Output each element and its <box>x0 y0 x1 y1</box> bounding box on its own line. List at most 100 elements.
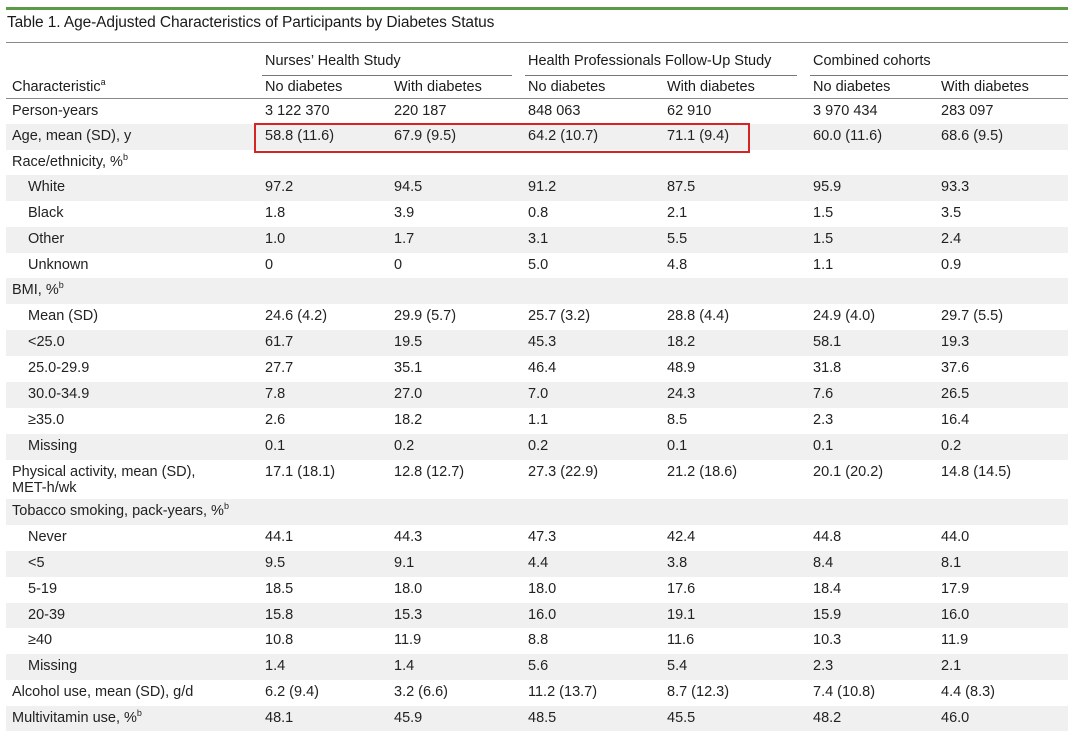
table-row: Black 1.8 3.9 0.8 2.1 1.5 3.5 <box>6 201 1068 227</box>
header-divider <box>6 98 1068 99</box>
row-label: Age, mean (SD), y <box>12 128 132 144</box>
cell-nhs-with-diabetes: 9.1 <box>394 555 415 571</box>
row-label: 5-19 <box>28 581 58 597</box>
row-label: Person-years <box>12 103 99 119</box>
cell-combined-with-diabetes: 283 097 <box>941 103 994 119</box>
cell-nhs-no-diabetes: 6.2 (9.4) <box>265 684 319 700</box>
table-row: <25.0 61.7 19.5 45.3 18.2 58.1 19.3 <box>6 330 1068 356</box>
cell-combined-no-diabetes: 3 970 434 <box>813 103 878 119</box>
highlight-box <box>254 123 750 153</box>
table-row: 30.0-34.9 7.8 27.0 7.0 24.3 7.6 26.5 <box>6 382 1068 408</box>
cell-combined-with-diabetes: 3.5 <box>941 205 962 221</box>
cell-hpfs-with-diabetes: 71.1 (9.4) <box>667 128 730 144</box>
cell-nhs-with-diabetes: 15.3 <box>394 607 423 623</box>
row-label: BMI, %b <box>12 280 64 298</box>
cell-hpfs-no-diabetes: 8.8 <box>528 632 549 648</box>
column-header-nhs-with-diabetes: With diabetes <box>394 79 482 95</box>
cell-combined-with-diabetes: 68.6 (9.5) <box>941 128 1004 144</box>
cell-hpfs-no-diabetes: 848 063 <box>528 103 581 119</box>
cell-nhs-no-diabetes: 61.7 <box>265 334 294 350</box>
cell-hpfs-with-diabetes: 17.6 <box>667 581 696 597</box>
table-row: Physical activity, mean (SD), MET-h/wk 17.… <box>6 460 1068 499</box>
cell-nhs-no-diabetes: 18.5 <box>265 581 294 597</box>
cell-hpfs-with-diabetes: 28.8 (4.4) <box>667 308 730 324</box>
cell-nhs-with-diabetes: 19.5 <box>394 334 423 350</box>
table-row: <5 9.5 9.1 4.4 3.8 8.4 8.1 <box>6 551 1068 577</box>
row-label: 30.0-34.9 <box>28 386 90 402</box>
cell-nhs-with-diabetes: 220 187 <box>394 103 447 119</box>
cell-hpfs-no-diabetes: 27.3 (22.9) <box>528 464 599 480</box>
group-divider-nhs <box>262 75 512 76</box>
cell-nhs-with-diabetes: 3.2 (6.6) <box>394 684 448 700</box>
group-header-combined: Combined cohorts <box>813 53 931 69</box>
group-header-hpfs: Health Professionals Follow-Up Study <box>528 53 772 69</box>
table-row: Race/ethnicity, %b <box>6 150 1068 175</box>
cell-combined-no-diabetes: 24.9 (4.0) <box>813 308 876 324</box>
column-header-hpfs-with-diabetes: With diabetes <box>667 79 755 95</box>
cell-hpfs-no-diabetes: 91.2 <box>528 179 557 195</box>
cell-nhs-no-diabetes: 15.8 <box>265 607 294 623</box>
cell-combined-no-diabetes: 2.3 <box>813 658 834 674</box>
table-row: Unknown 0 0 5.0 4.8 1.1 0.9 <box>6 253 1068 278</box>
cell-hpfs-with-diabetes: 87.5 <box>667 179 696 195</box>
cell-combined-no-diabetes: 8.4 <box>813 555 834 571</box>
cell-hpfs-no-diabetes: 5.0 <box>528 257 549 273</box>
cell-combined-no-diabetes: 15.9 <box>813 607 842 623</box>
cell-combined-with-diabetes: 46.0 <box>941 710 970 726</box>
cell-nhs-with-diabetes: 29.9 (5.7) <box>394 308 457 324</box>
cell-combined-with-diabetes: 19.3 <box>941 334 970 350</box>
column-header-combined-with-diabetes: With diabetes <box>941 79 1029 95</box>
cell-hpfs-no-diabetes: 46.4 <box>528 360 557 376</box>
cell-combined-with-diabetes: 17.9 <box>941 581 970 597</box>
table-row: Missing 0.1 0.2 0.2 0.1 0.1 0.2 <box>6 434 1068 460</box>
cell-hpfs-no-diabetes: 47.3 <box>528 529 557 545</box>
cell-hpfs-with-diabetes: 4.8 <box>667 257 688 273</box>
cell-hpfs-with-diabetes: 3.8 <box>667 555 688 571</box>
cell-hpfs-no-diabetes: 45.3 <box>528 334 557 350</box>
cell-nhs-with-diabetes: 3.9 <box>394 205 415 221</box>
group-divider-hpfs <box>525 75 797 76</box>
cell-combined-no-diabetes: 2.3 <box>813 412 834 428</box>
row-label: Race/ethnicity, %b <box>12 152 128 170</box>
cell-combined-with-diabetes: 2.4 <box>941 231 962 247</box>
cell-nhs-with-diabetes: 0 <box>394 257 403 273</box>
row-label: <5 <box>28 555 45 571</box>
cell-combined-no-diabetes: 7.4 (10.8) <box>813 684 876 700</box>
cell-nhs-no-diabetes: 17.1 (18.1) <box>265 464 336 480</box>
cell-combined-no-diabetes: 95.9 <box>813 179 842 195</box>
table-row: 25.0-29.9 27.7 35.1 46.4 48.9 31.8 37.6 <box>6 356 1068 382</box>
cell-hpfs-with-diabetes: 8.5 <box>667 412 688 428</box>
cell-combined-no-diabetes: 18.4 <box>813 581 842 597</box>
cell-combined-with-diabetes: 11.9 <box>941 632 969 648</box>
cell-nhs-with-diabetes: 67.9 (9.5) <box>394 128 457 144</box>
cell-combined-no-diabetes: 58.1 <box>813 334 842 350</box>
table-row: BMI, %b <box>6 278 1068 304</box>
table-row: ≥40 10.8 11.9 8.8 11.6 10.3 11.9 <box>6 628 1068 654</box>
cell-hpfs-no-diabetes: 1.1 <box>528 412 549 428</box>
cell-nhs-no-diabetes: 24.6 (4.2) <box>265 308 328 324</box>
row-label: Multivitamin use, %b <box>12 708 142 726</box>
cell-combined-with-diabetes: 29.7 (5.5) <box>941 308 1004 324</box>
row-label: 25.0-29.9 <box>28 360 90 376</box>
cell-hpfs-no-diabetes: 64.2 (10.7) <box>528 128 599 144</box>
cell-nhs-with-diabetes: 0.2 <box>394 438 415 454</box>
cell-hpfs-no-diabetes: 18.0 <box>528 581 557 597</box>
cell-nhs-with-diabetes: 12.8 (12.7) <box>394 464 465 480</box>
cell-nhs-no-diabetes: 48.1 <box>265 710 294 726</box>
cell-combined-with-diabetes: 0.9 <box>941 257 962 273</box>
cell-nhs-with-diabetes: 45.9 <box>394 710 423 726</box>
cell-combined-no-diabetes: 31.8 <box>813 360 842 376</box>
cell-combined-with-diabetes: 8.1 <box>941 555 962 571</box>
cell-nhs-no-diabetes: 3 122 370 <box>265 103 330 119</box>
cell-combined-with-diabetes: 26.5 <box>941 386 970 402</box>
cell-combined-with-diabetes: 44.0 <box>941 529 970 545</box>
cell-nhs-no-diabetes: 1.8 <box>265 205 286 221</box>
table-row: Alcohol use, mean (SD), g/d 6.2 (9.4) 3.2 … <box>6 680 1068 706</box>
cell-hpfs-no-diabetes: 11.2 (13.7) <box>528 684 598 700</box>
table-title: Table 1. Age-Adjusted Characteristics of… <box>7 14 495 31</box>
cell-hpfs-no-diabetes: 0.8 <box>528 205 549 221</box>
cell-combined-with-diabetes: 2.1 <box>941 658 962 674</box>
cell-nhs-no-diabetes: 27.7 <box>265 360 294 376</box>
column-header-hpfs-no-diabetes: No diabetes <box>528 79 606 95</box>
table-row: Age, mean (SD), y 58.8 (11.6) 67.9 (9.5) 64… <box>6 124 1068 150</box>
